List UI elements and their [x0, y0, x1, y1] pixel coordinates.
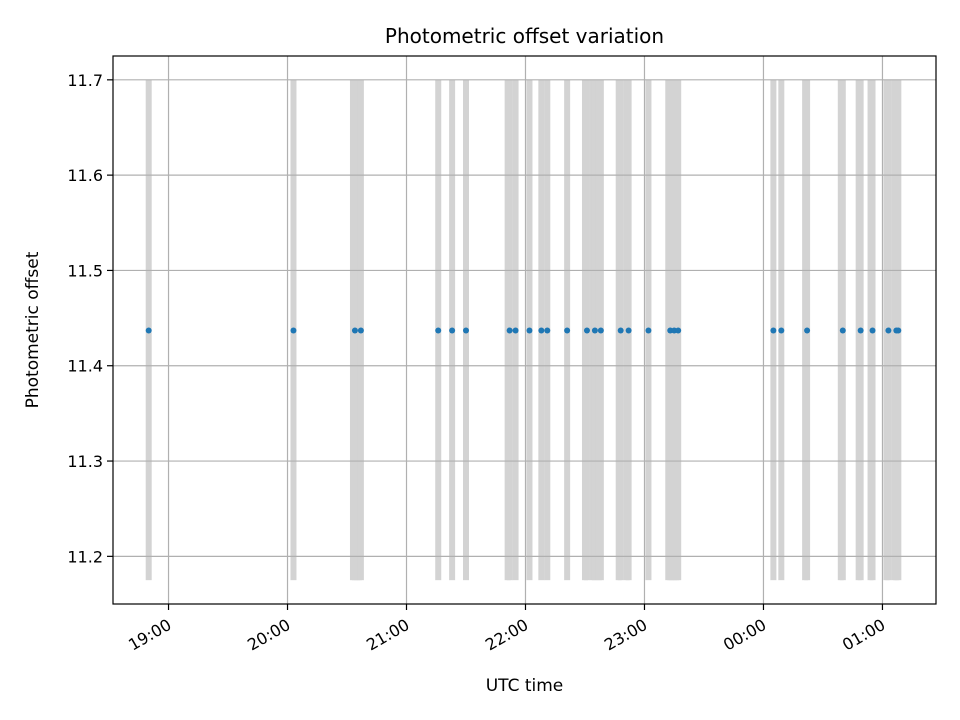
y-tick-label: 11.3 — [67, 452, 103, 471]
data-point — [869, 327, 876, 334]
x-tick-label: 01:00 — [839, 615, 888, 655]
y-tick-label: 11.2 — [67, 547, 103, 566]
data-point — [839, 327, 846, 334]
data-point — [544, 327, 551, 334]
data-point — [625, 327, 632, 334]
data-point — [645, 327, 652, 334]
data-point — [512, 327, 519, 334]
data-point — [357, 327, 364, 334]
y-axis: 11.2 11.3 11.4 11.5 11.6 11.7 — [67, 71, 113, 566]
x-tick-label: 00:00 — [720, 615, 769, 655]
data-point — [597, 327, 604, 334]
data-point — [675, 327, 682, 334]
data-point — [435, 327, 442, 334]
x-tick-label: 20:00 — [244, 615, 293, 655]
data-point — [564, 327, 571, 334]
y-tick-label: 11.5 — [67, 261, 103, 280]
data-point — [526, 327, 533, 334]
data-point — [583, 327, 590, 334]
y-tick-label: 11.4 — [67, 357, 103, 376]
x-tick-label: 21:00 — [363, 615, 412, 655]
chart-title: Photometric offset variation — [385, 24, 664, 48]
grid-lines — [113, 56, 936, 604]
data-point — [804, 327, 811, 334]
gap-bands — [145, 79, 902, 581]
data-point — [895, 327, 902, 334]
plot-frame — [112, 55, 937, 605]
y-axis-label: Photometric offset — [23, 251, 43, 408]
x-axis: 19:00 20:00 21:00 22:00 23:00 00:00 01:00 — [125, 604, 888, 655]
data-point — [885, 327, 892, 334]
y-tick-label: 11.6 — [67, 166, 103, 185]
data-point — [449, 327, 456, 334]
data-point — [462, 327, 469, 334]
data-point — [617, 327, 624, 334]
x-axis-label: UTC time — [486, 676, 564, 696]
data-point — [506, 327, 513, 334]
x-tick-label: 19:00 — [125, 615, 174, 655]
x-tick-label: 22:00 — [482, 615, 531, 655]
data-point — [770, 327, 777, 334]
data-point — [351, 327, 358, 334]
x-tick-label: 23:00 — [601, 615, 650, 655]
data-points — [145, 327, 902, 334]
data-point — [538, 327, 545, 334]
data-point — [778, 327, 785, 334]
data-point — [591, 327, 598, 334]
y-tick-label: 11.7 — [67, 71, 103, 90]
data-point — [290, 327, 297, 334]
data-point — [145, 327, 152, 334]
data-point — [857, 327, 864, 334]
